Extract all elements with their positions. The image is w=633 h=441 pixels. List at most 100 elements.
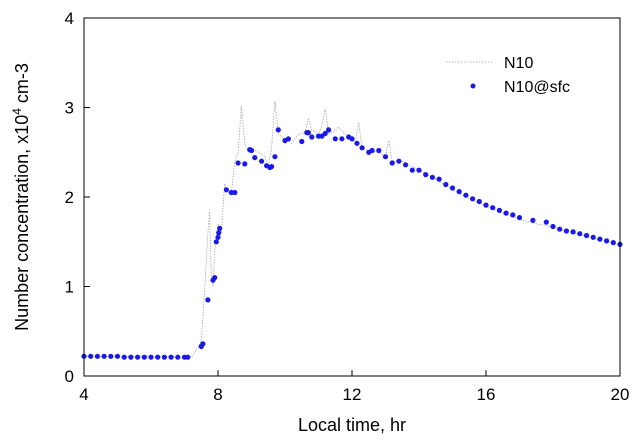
point-n10-sfc-76 [496,207,502,213]
point-n10-sfc-69 [449,185,456,191]
point-n10-sfc-78 [510,212,516,218]
point-n10-sfc-89 [597,236,603,242]
y-tick-label-1: 1 [65,278,74,297]
axes-layer [83,17,621,377]
point-n10-sfc-74 [483,202,489,208]
point-n10-sfc-81 [543,219,549,225]
point-n10-sfc-26 [223,187,229,193]
point-n10-sfc-32 [248,147,255,154]
x-tick-label-20: 20 [611,385,630,404]
x-tick-label-16: 16 [477,385,496,404]
point-n10-sfc-45 [309,134,315,140]
point-n10-sfc-23 [215,234,221,240]
point-n10-sfc-61 [396,158,402,164]
point-n10-sfc-19 [205,297,211,303]
point-n10-sfc-60 [389,160,395,166]
point-n10-sfc-8 [135,354,141,360]
point-n10-sfc-90 [604,238,610,244]
point-n10-sfc-63 [409,167,415,173]
legend-label-n10-sfc: N10@sfc [504,79,570,96]
point-n10-sfc-66 [429,174,435,180]
point-n10-sfc-83 [557,226,563,232]
point-n10-sfc-79 [516,215,523,221]
point-n10-sfc-68 [443,181,449,188]
y-axis-label-prefix: Number concentration, x10 [12,115,32,331]
point-n10-sfc-57 [369,147,375,154]
point-n10-sfc-7 [128,354,134,360]
point-n10-sfc-28 [232,189,238,196]
point-n10-sfc-44 [305,130,311,136]
series-line-n10 [84,101,621,358]
point-n10-sfc-73 [476,198,482,205]
point-n10-sfc-48 [322,130,328,137]
point-n10-sfc-42 [299,138,305,145]
y-axis-label-suffix: cm-3 [12,63,32,108]
point-n10-sfc-16 [185,354,191,360]
y-tick-label-4: 4 [65,9,74,28]
point-n10-sfc-24 [216,230,222,236]
point-n10-sfc-50 [332,136,338,142]
series-layer [81,101,623,360]
y-tick-label-3: 3 [65,99,74,118]
point-n10-sfc-70 [456,189,462,195]
y-axis-label-superscript: 4 [10,108,24,115]
point-n10-sfc-84 [563,228,570,234]
point-n10-sfc-67 [436,176,442,182]
point-n10-sfc-38 [272,154,278,160]
point-n10-sfc-39 [275,127,281,133]
point-n10-sfc-82 [550,223,556,230]
y-tick-label-0: 0 [65,367,74,386]
point-n10-sfc-77 [503,210,509,216]
point-n10-sfc-91 [610,240,616,246]
point-n10-sfc-37 [269,164,275,170]
point-n10-sfc-18 [200,341,206,347]
point-n10-sfc-41 [285,136,291,142]
x-tick-label-4: 4 [79,385,88,404]
point-n10-sfc-87 [583,232,590,239]
point-n10-sfc-3 [101,353,107,359]
point-n10-sfc-12 [161,354,167,360]
point-n10-sfc-53 [349,136,355,142]
point-n10-sfc-25 [217,225,223,231]
y-tick-label-2: 2 [65,188,74,207]
point-n10-sfc-34 [259,158,265,164]
point-n10-sfc-51 [339,136,345,142]
point-n10-sfc-59 [382,154,389,160]
point-n10-sfc-13 [168,354,174,360]
legend-label-n10: N10 [504,55,533,72]
point-n10-sfc-33 [252,155,258,161]
point-n10-sfc-1 [88,353,94,359]
x-tick-label-12: 12 [343,385,362,404]
point-n10-sfc-80 [530,217,536,223]
point-n10-sfc-14 [175,354,181,360]
point-n10-sfc-75 [490,205,496,211]
legend: N10 N10@sfc [446,55,570,96]
point-n10-sfc-62 [403,162,409,168]
point-n10-sfc-29 [235,160,241,166]
point-n10-sfc-71 [463,192,469,198]
point-n10-sfc-58 [376,147,382,154]
point-n10-sfc-10 [148,354,154,360]
point-n10-sfc-6 [121,354,127,360]
point-n10-sfc-64 [416,167,422,173]
point-n10-sfc-11 [155,354,161,360]
point-n10-sfc-54 [354,140,360,146]
plot-frame [83,17,621,377]
point-n10-sfc-22 [213,239,219,245]
point-n10-sfc-86 [577,231,583,237]
point-n10-sfc-2 [94,353,100,359]
point-n10-sfc-55 [359,145,365,151]
x-axis-label: Local time, hr [298,415,406,435]
point-n10-sfc-21 [212,275,218,281]
point-n10-sfc-72 [470,196,476,202]
point-n10-sfc-30 [242,161,248,167]
point-n10-sfc-9 [141,354,147,360]
point-n10-sfc-88 [590,234,596,240]
legend-marker-n10-sfc [470,83,476,89]
point-n10-sfc-65 [423,172,429,178]
x-tick-label-8: 8 [213,385,222,404]
point-n10-sfc-85 [570,229,576,235]
y-axis-label: Number concentration, x104 cm-3 [10,63,32,331]
